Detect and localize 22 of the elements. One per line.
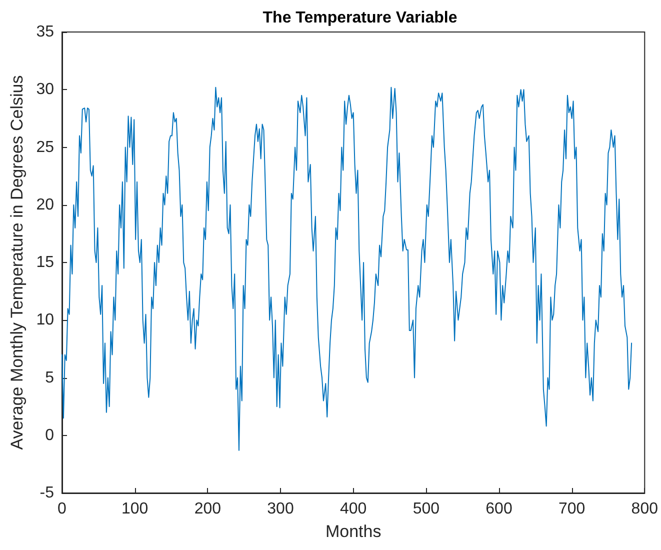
- y-tick-label: 20: [36, 196, 54, 214]
- y-tick-label: 30: [36, 81, 54, 98]
- x-tick-label: 700: [558, 500, 586, 518]
- x-axis-title: Months: [325, 522, 382, 541]
- chart-title: The Temperature Variable: [262, 10, 458, 26]
- y-tick-label: -5: [40, 484, 54, 502]
- x-tick-label: 600: [486, 500, 512, 518]
- y-tick-label: 5: [45, 369, 54, 386]
- y-tick-label: 10: [36, 312, 54, 329]
- y-tick-label: 35: [36, 24, 54, 40]
- x-tick-label: 400: [340, 500, 367, 518]
- x-tick-label: 0: [58, 500, 67, 518]
- y-tick-label: 25: [36, 138, 54, 156]
- x-tick-label: 100: [121, 500, 148, 518]
- x-tick-label: 200: [194, 500, 222, 518]
- x-tick-label: 300: [267, 500, 294, 518]
- line-series: [62, 86, 632, 451]
- y-tick-label: 15: [36, 254, 54, 271]
- x-tick-label: 800: [631, 500, 658, 518]
- y-axis-title: Average Monthly Temperature in Degrees Celsius: [7, 75, 26, 450]
- y-tick-label: 0: [45, 426, 54, 444]
- x-tick-label: 500: [412, 500, 440, 518]
